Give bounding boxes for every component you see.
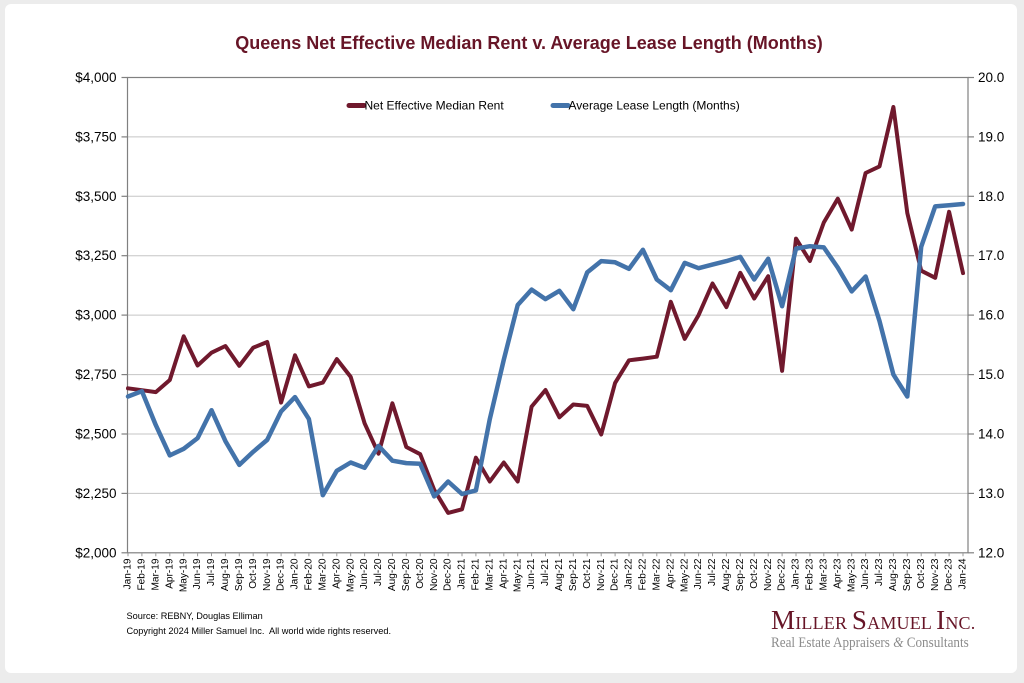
svg-text:Oct-19: Oct-19 <box>248 558 259 589</box>
svg-text:Jul-22: Jul-22 <box>707 558 718 586</box>
svg-text:Sep-23: Sep-23 <box>902 558 913 591</box>
svg-text:Feb-23: Feb-23 <box>805 558 816 590</box>
svg-text:Mar-22: Mar-22 <box>651 558 662 590</box>
svg-text:Oct-23: Oct-23 <box>916 558 927 589</box>
svg-text:$4,000: $4,000 <box>75 70 116 85</box>
svg-text:Sep-21: Sep-21 <box>568 558 579 591</box>
svg-text:Sep-19: Sep-19 <box>234 558 245 591</box>
svg-text:$2,250: $2,250 <box>75 486 116 501</box>
svg-text:Net Effective Median Rent: Net Effective Median Rent <box>365 99 505 113</box>
svg-text:$3,500: $3,500 <box>75 189 116 204</box>
svg-text:May-19: May-19 <box>178 558 189 592</box>
svg-text:12.0: 12.0 <box>978 545 1004 560</box>
svg-text:Aug-21: Aug-21 <box>554 558 565 591</box>
svg-text:Mar-20: Mar-20 <box>317 558 328 590</box>
svg-text:May-20: May-20 <box>345 558 356 592</box>
svg-text:May-23: May-23 <box>846 558 857 592</box>
svg-text:Jan-22: Jan-22 <box>624 558 635 589</box>
svg-text:Sep-22: Sep-22 <box>735 558 746 591</box>
svg-text:Mar-21: Mar-21 <box>484 558 495 590</box>
svg-text:Feb-19: Feb-19 <box>137 558 148 590</box>
svg-text:Oct-22: Oct-22 <box>749 558 760 589</box>
svg-text:Nov-21: Nov-21 <box>596 558 607 591</box>
svg-text:$2,500: $2,500 <box>75 427 116 442</box>
svg-text:Apr-23: Apr-23 <box>832 558 843 589</box>
svg-text:Oct-20: Oct-20 <box>415 558 426 589</box>
svg-text:Jan-24: Jan-24 <box>958 558 969 589</box>
svg-text:Dec-19: Dec-19 <box>276 558 287 591</box>
svg-text:Jun-19: Jun-19 <box>192 558 203 589</box>
svg-text:Jun-21: Jun-21 <box>526 558 537 589</box>
svg-text:Average Lease Length (Months): Average Lease Length (Months) <box>569 99 740 113</box>
svg-text:Oct-21: Oct-21 <box>582 558 593 589</box>
svg-text:$3,000: $3,000 <box>75 308 116 323</box>
svg-text:Dec-22: Dec-22 <box>777 558 788 591</box>
svg-text:Jul-19: Jul-19 <box>206 558 217 586</box>
svg-text:Aug-19: Aug-19 <box>220 558 231 591</box>
svg-text:15.0: 15.0 <box>978 367 1004 382</box>
svg-text:14.0: 14.0 <box>978 427 1004 442</box>
svg-text:Apr-21: Apr-21 <box>498 558 509 589</box>
svg-text:May-22: May-22 <box>679 558 690 592</box>
svg-text:$2,750: $2,750 <box>75 367 116 382</box>
svg-text:Jun-22: Jun-22 <box>693 558 704 589</box>
svg-text:Jul-23: Jul-23 <box>874 558 885 586</box>
svg-text:18.0: 18.0 <box>978 189 1004 204</box>
svg-text:Jan-23: Jan-23 <box>791 558 802 589</box>
svg-text:Aug-22: Aug-22 <box>721 558 732 591</box>
svg-text:Aug-20: Aug-20 <box>387 558 398 591</box>
svg-text:$3,250: $3,250 <box>75 248 116 263</box>
svg-text:Sep-20: Sep-20 <box>401 558 412 591</box>
svg-text:Apr-19: Apr-19 <box>164 558 175 589</box>
svg-text:Jul-20: Jul-20 <box>373 558 384 586</box>
svg-text:13.0: 13.0 <box>978 486 1004 501</box>
svg-text:Nov-22: Nov-22 <box>763 558 774 591</box>
svg-text:20.0: 20.0 <box>978 70 1004 85</box>
svg-text:Nov-20: Nov-20 <box>429 558 440 591</box>
svg-text:Feb-20: Feb-20 <box>304 558 315 590</box>
svg-text:Jan-21: Jan-21 <box>457 558 468 589</box>
svg-text:Dec-20: Dec-20 <box>443 558 454 591</box>
svg-text:Jan-20: Jan-20 <box>290 558 301 589</box>
svg-text:Jan-19: Jan-19 <box>123 558 134 589</box>
svg-text:16.0: 16.0 <box>978 308 1004 323</box>
svg-text:Feb-22: Feb-22 <box>638 558 649 590</box>
svg-text:$2,000: $2,000 <box>75 545 116 560</box>
svg-text:Apr-22: Apr-22 <box>665 558 676 589</box>
svg-text:Aug-23: Aug-23 <box>888 558 899 591</box>
svg-text:Apr-20: Apr-20 <box>331 558 342 589</box>
svg-text:Dec-21: Dec-21 <box>610 558 621 591</box>
svg-text:Mar-19: Mar-19 <box>150 558 161 590</box>
svg-text:Mar-23: Mar-23 <box>818 558 829 590</box>
svg-text:Nov-23: Nov-23 <box>930 558 941 591</box>
svg-text:Jun-20: Jun-20 <box>359 558 370 589</box>
svg-text:Jun-23: Jun-23 <box>860 558 871 589</box>
svg-text:Nov-19: Nov-19 <box>262 558 273 591</box>
svg-text:May-21: May-21 <box>512 558 523 592</box>
svg-text:Dec-23: Dec-23 <box>944 558 955 591</box>
svg-text:17.0: 17.0 <box>978 248 1004 263</box>
svg-text:$3,750: $3,750 <box>75 129 116 144</box>
svg-text:Feb-21: Feb-21 <box>471 558 482 590</box>
svg-text:19.0: 19.0 <box>978 129 1004 144</box>
svg-text:Jul-21: Jul-21 <box>540 558 551 586</box>
